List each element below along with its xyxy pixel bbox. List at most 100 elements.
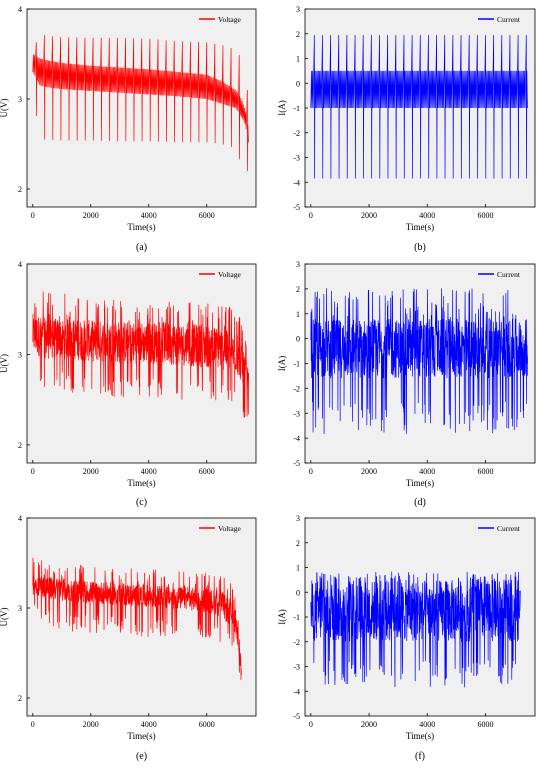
y-tick-label: 0	[296, 335, 300, 344]
x-tick-label: 2000	[83, 467, 99, 476]
y-tick-label: -4	[293, 687, 300, 696]
x-tick-label: 6000	[478, 720, 494, 729]
x-tick-label: 6000	[199, 720, 215, 729]
x-tick-label: 0	[309, 720, 313, 729]
series-line	[310, 571, 521, 688]
plot-frame	[26, 8, 257, 208]
series-line	[32, 35, 249, 172]
y-tick-label: 3	[18, 350, 22, 359]
y-tick-label: 1	[296, 310, 300, 319]
y-tick-label: -2	[293, 384, 300, 393]
y-tick-label: 4	[18, 260, 22, 269]
y-tick-label: -5	[293, 459, 300, 468]
x-tick-label: 4000	[419, 211, 435, 220]
y-tick-label: -4	[293, 434, 300, 443]
y-tick-label: -1	[293, 104, 300, 113]
x-tick-label: 0	[31, 211, 35, 220]
y-tick-label: -3	[293, 154, 300, 163]
x-tick-label: 6000	[478, 467, 494, 476]
x-tick-label: 4000	[419, 467, 435, 476]
x-tick-label: 4000	[141, 211, 157, 220]
chart-panel: 2 3 4 0 2000 4000 6000 Time(s) U(V) Voltage (e)	[0, 514, 257, 762]
plot-frame	[26, 517, 257, 717]
panel-caption: (b)	[414, 242, 426, 253]
x-tick-label: 2000	[83, 211, 99, 220]
x-tick-label: 0	[309, 467, 313, 476]
y-tick-label: -4	[293, 178, 300, 187]
plot-frame	[26, 263, 257, 464]
panel-caption: (c)	[136, 497, 147, 508]
y-tick-label: 4	[18, 5, 22, 14]
x-tick-label: 2000	[361, 467, 377, 476]
y-tick-label: -3	[293, 663, 300, 672]
x-axis-label: Time(s)	[127, 731, 155, 741]
y-axis-label: U(V)	[0, 608, 9, 627]
x-tick-label: 2000	[361, 211, 377, 220]
legend-label: Current	[497, 15, 521, 24]
legend-label: Voltage	[218, 15, 241, 24]
chart-panel: 2 3 4 0 2000 4000 6000 Time(s) U(V) Voltage (c)	[0, 260, 257, 508]
y-tick-label: 3	[296, 260, 300, 269]
chart-panel: -5 -4 -3 -2 -1 0 1 2 3 0 2000 4000 6000 Time(s) I(A) Cu…	[277, 5, 536, 253]
x-axis-label: Time(s)	[406, 731, 434, 741]
y-tick-label: -5	[293, 712, 300, 721]
x-tick-label: 6000	[478, 211, 494, 220]
y-tick-label: 3	[18, 95, 22, 104]
legend-label: Current	[497, 270, 521, 279]
y-axis-label: U(V)	[0, 354, 9, 373]
y-tick-label: 0	[296, 588, 300, 597]
x-tick-label: 4000	[419, 720, 435, 729]
legend-label: Voltage	[218, 270, 241, 279]
chart-panel: 2 3 4 0 2000 4000 6000 Time(s) U(V) Voltage (a)	[0, 5, 257, 253]
y-tick-label: -1	[293, 613, 300, 622]
y-axis-label: U(V)	[0, 99, 9, 118]
x-axis-label: Time(s)	[127, 222, 155, 232]
panel-caption: (e)	[136, 751, 147, 762]
series-line	[32, 291, 250, 418]
panel-caption: (d)	[414, 497, 426, 508]
y-axis-label: I(A)	[277, 100, 287, 116]
x-tick-label: 2000	[83, 720, 99, 729]
y-tick-label: 4	[18, 514, 22, 523]
x-tick-label: 6000	[199, 467, 215, 476]
series-line	[32, 557, 242, 681]
y-tick-label: 2	[296, 285, 300, 294]
x-tick-label: 0	[31, 467, 35, 476]
y-axis-label: I(A)	[277, 356, 287, 372]
y-tick-label: 2	[18, 185, 22, 194]
y-tick-label: -1	[293, 360, 300, 369]
y-tick-label: 2	[18, 441, 22, 450]
y-tick-label: -3	[293, 409, 300, 418]
x-axis-label: Time(s)	[406, 222, 434, 232]
chart-panel: -5 -4 -3 -2 -1 0 1 2 3 0 2000 4000 6000 Time(s) I(A) Cu…	[277, 514, 536, 762]
panel-caption: (a)	[136, 242, 147, 253]
y-tick-label: 3	[18, 604, 22, 613]
y-tick-label: -2	[293, 129, 300, 138]
y-tick-label: 1	[296, 564, 300, 573]
x-tick-label: 0	[309, 211, 313, 220]
x-axis-label: Time(s)	[127, 478, 155, 488]
y-tick-label: -5	[293, 203, 300, 212]
x-tick-label: 0	[31, 720, 35, 729]
x-tick-label: 4000	[141, 467, 157, 476]
y-axis-label: I(A)	[277, 609, 287, 625]
chart-panel: -5 -4 -3 -2 -1 0 1 2 3 0 2000 4000 6000 Time(s) I(A) Cu…	[277, 260, 536, 508]
series-line	[310, 34, 528, 179]
x-axis-label: Time(s)	[406, 478, 434, 488]
y-tick-label: 2	[296, 539, 300, 548]
series-line	[310, 288, 529, 435]
y-tick-label: 2	[296, 30, 300, 39]
x-tick-label: 4000	[141, 720, 157, 729]
y-tick-label: 0	[296, 79, 300, 88]
y-tick-label: 3	[296, 5, 300, 14]
panel-caption: (f)	[415, 751, 425, 762]
legend-label: Voltage	[218, 524, 241, 533]
legend-label: Current	[497, 524, 521, 533]
x-tick-label: 6000	[199, 211, 215, 220]
y-tick-label: -2	[293, 638, 300, 647]
y-tick-label: 1	[296, 55, 300, 64]
x-tick-label: 2000	[361, 720, 377, 729]
y-tick-label: 3	[296, 514, 300, 523]
y-tick-label: 2	[18, 694, 22, 703]
